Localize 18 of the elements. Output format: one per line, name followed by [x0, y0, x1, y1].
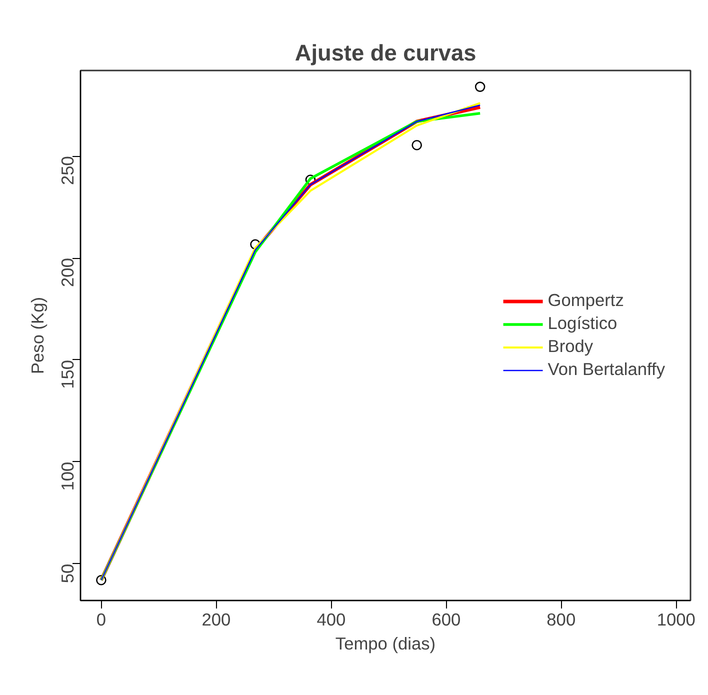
y-axis-title: Peso (Kg)	[28, 296, 48, 374]
y-tick-label: 150	[58, 360, 78, 389]
y-tick-label: 250	[58, 156, 78, 186]
y-tick-label: 50	[58, 564, 78, 584]
x-axis-title: Tempo (dias)	[335, 634, 436, 654]
x-tick-label: 800	[546, 610, 576, 630]
legend-label: Brody	[548, 336, 594, 357]
x-tick-label: 0	[96, 610, 106, 630]
legend-label: Logístico	[548, 313, 618, 334]
y-tick-label: 100	[58, 462, 78, 491]
x-tick-label: 1000	[656, 610, 696, 630]
x-tick-label: 200	[202, 610, 231, 630]
legend-label: Gompertz	[548, 290, 624, 311]
x-tick-label: 400	[316, 610, 346, 630]
y-tick-label: 200	[58, 258, 78, 287]
x-tick-label: 600	[432, 610, 461, 630]
legend-label: Von Bertalanffy	[548, 359, 665, 380]
chart-title: Ajuste de curvas	[294, 40, 476, 66]
